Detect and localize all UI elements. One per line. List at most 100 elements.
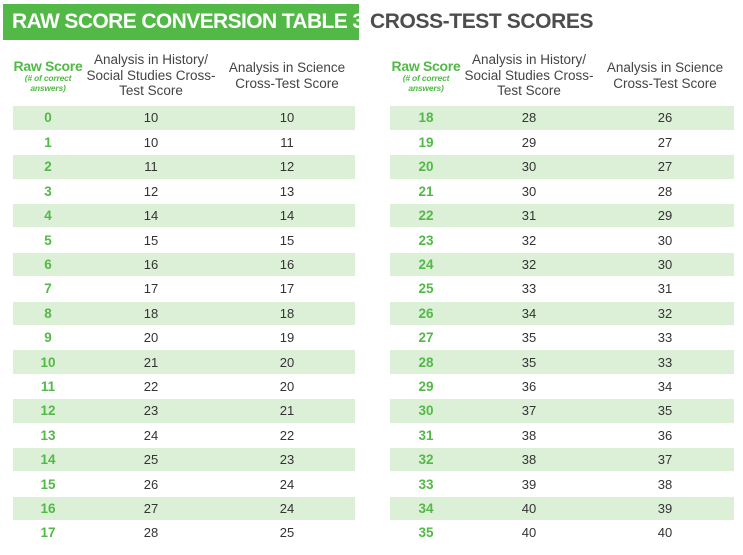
raw-score-header: Raw Score (# of correct answers)	[390, 45, 462, 106]
science-score-cell: 28	[596, 179, 734, 205]
raw-score-cell: 1	[13, 130, 83, 156]
table-row: 19 29 27	[390, 130, 734, 156]
table-row: 7 17 17	[13, 276, 355, 302]
history-score-cell: 20	[83, 325, 219, 351]
table-body-right: 18 28 26 19 29 27 20 30 27 21 30 28 22 31 29 23 32 30 24 32…	[390, 106, 734, 546]
table-row: 0 10 10	[13, 106, 355, 131]
table-row: 29 36 34	[390, 374, 734, 400]
science-score-cell: 33	[596, 325, 734, 351]
history-score-cell: 15	[83, 227, 219, 253]
history-score-cell: 30	[462, 179, 596, 205]
science-score-cell: 12	[219, 154, 355, 180]
raw-score-cell: 9	[13, 325, 83, 351]
raw-score-cell: 15	[13, 471, 83, 497]
history-score-cell: 12	[83, 179, 219, 205]
history-score-cell: 22	[83, 374, 219, 400]
raw-score-cell: 8	[13, 301, 83, 327]
page-subtitle: CROSS-TEST SCORES	[370, 10, 594, 33]
raw-score-cell: 35	[390, 520, 462, 546]
raw-score-cell: 0	[13, 106, 83, 131]
history-score-cell: 33	[462, 276, 596, 302]
raw-score-cell: 22	[390, 203, 462, 229]
raw-score-cell: 28	[390, 349, 462, 375]
history-score-cell: 31	[462, 203, 596, 229]
raw-score-cell: 12	[13, 398, 83, 424]
science-score-cell: 11	[219, 130, 355, 156]
raw-score-cell: 3	[13, 179, 83, 205]
history-score-cell: 28	[83, 520, 219, 546]
science-score-cell: 30	[596, 252, 734, 278]
science-score-cell: 39	[596, 496, 734, 522]
science-score-cell: 32	[596, 301, 734, 327]
science-score-cell: 17	[219, 276, 355, 302]
table-row: 27 35 33	[390, 325, 734, 351]
table-row: 20 30 27	[390, 154, 734, 180]
science-score-cell: 21	[219, 398, 355, 424]
raw-score-cell: 29	[390, 374, 462, 400]
raw-score-header-note: (# of correct answers)	[402, 72, 450, 93]
raw-score-cell: 21	[390, 179, 462, 205]
raw-score-cell: 5	[13, 227, 83, 253]
table-row: 35 40 40	[390, 520, 734, 546]
science-score-cell: 16	[219, 252, 355, 278]
raw-score-cell: 18	[390, 106, 462, 131]
table-row: 16 27 24	[13, 496, 355, 522]
history-score-cell: 11	[83, 154, 219, 180]
science-score-cell: 20	[219, 349, 355, 375]
history-score-cell: 40	[462, 520, 596, 546]
science-score-cell: 37	[596, 447, 734, 473]
science-score-cell: 10	[219, 106, 355, 131]
science-score-header: Analysis in Science Cross-Test Score	[606, 60, 724, 91]
raw-score-cell: 24	[390, 252, 462, 278]
raw-score-header-label: Raw Score	[391, 57, 461, 74]
history-score-cell: 35	[462, 325, 596, 351]
science-score-cell: 29	[596, 203, 734, 229]
table-row: 22 31 29	[390, 203, 734, 229]
table-row: 14 25 23	[13, 447, 355, 473]
history-score-cell: 10	[83, 130, 219, 156]
table-row: 15 26 24	[13, 471, 355, 497]
history-score-cell: 32	[462, 252, 596, 278]
raw-score-cell: 10	[13, 349, 83, 375]
history-score-cell: 16	[83, 252, 219, 278]
raw-score-header-label: Raw Score	[13, 57, 83, 74]
page-title: RAW SCORE CONVERSION TABLE 3	[3, 4, 364, 40]
science-score-cell: 36	[596, 423, 734, 448]
raw-score-cell: 25	[390, 276, 462, 302]
science-score-cell: 27	[596, 154, 734, 180]
table-row: 13 24 22	[13, 423, 355, 448]
history-score-cell: 39	[462, 471, 596, 497]
history-score-header: Analysis in History/ Social Studies Cros…	[464, 52, 594, 99]
history-score-cell: 37	[462, 398, 596, 424]
raw-score-cell: 26	[390, 301, 462, 327]
history-score-cell: 28	[462, 106, 596, 131]
history-score-cell: 29	[462, 130, 596, 156]
history-score-cell: 18	[83, 301, 219, 327]
raw-score-cell: 20	[390, 154, 462, 180]
raw-score-cell: 19	[390, 130, 462, 156]
history-score-cell: 32	[462, 227, 596, 253]
science-score-cell: 27	[596, 130, 734, 156]
science-score-cell: 30	[596, 227, 734, 253]
science-score-cell: 40	[596, 520, 734, 546]
raw-score-cell: 13	[13, 423, 83, 448]
table-row: 26 34 32	[390, 301, 734, 327]
science-score-cell: 15	[219, 227, 355, 253]
table-row: 6 16 16	[13, 252, 355, 278]
table-row: 18 28 26	[390, 106, 734, 131]
table-row: 32 38 37	[390, 447, 734, 473]
science-score-cell: 22	[219, 423, 355, 448]
raw-score-cell: 34	[390, 496, 462, 522]
table-row: 10 21 20	[13, 349, 355, 375]
history-score-cell: 21	[83, 349, 219, 375]
history-score-cell: 24	[83, 423, 219, 448]
raw-score-cell: 7	[13, 276, 83, 302]
history-score-cell: 30	[462, 154, 596, 180]
history-score-cell: 25	[83, 447, 219, 473]
raw-score-header-note: (# of correct answers)	[24, 72, 72, 93]
raw-score-cell: 33	[390, 471, 462, 497]
raw-score-cell: 6	[13, 252, 83, 278]
table-row: 30 37 35	[390, 398, 734, 424]
raw-score-cell: 4	[13, 203, 83, 229]
history-score-cell: 36	[462, 374, 596, 400]
